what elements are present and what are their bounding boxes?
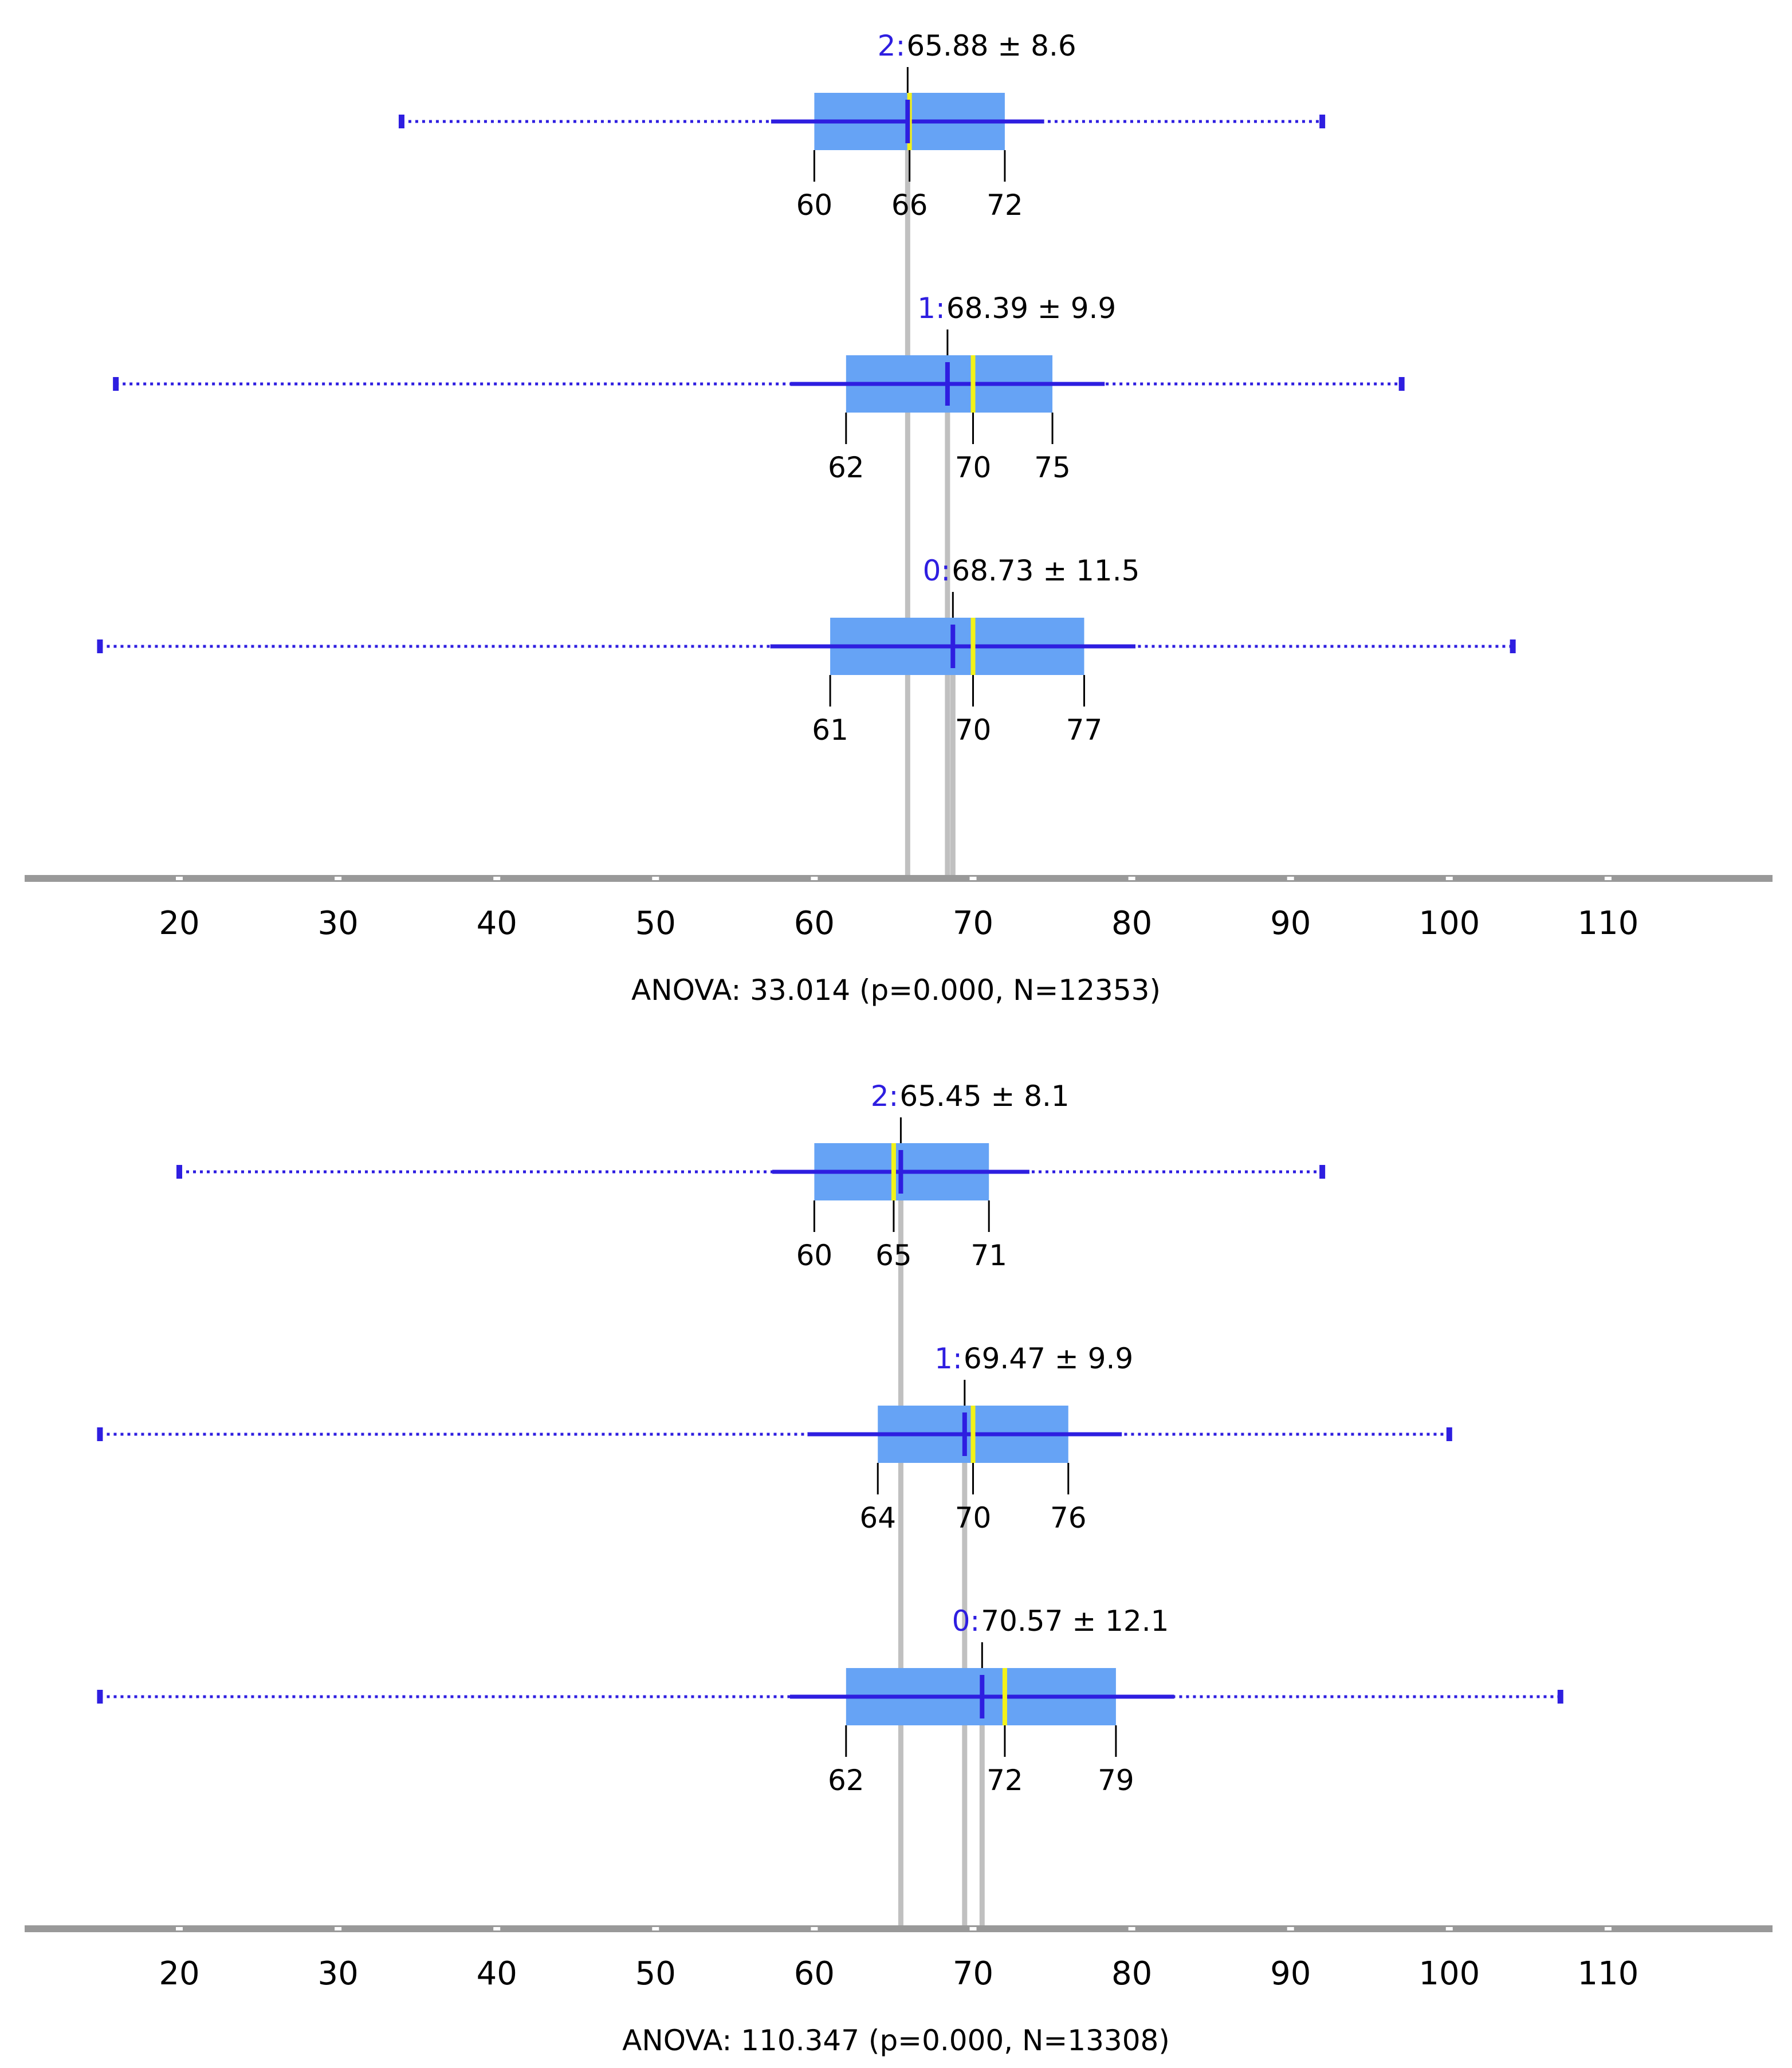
x-axis-notch-p0-30 (335, 877, 342, 880)
x-tick-label-p0-20: 20 (159, 905, 199, 942)
x-tick-label-p0-50: 50 (635, 905, 676, 942)
x-axis-notch-p0-80 (1128, 877, 1135, 880)
x-axis-notch-p1-50 (652, 1927, 659, 1930)
x-axis-p1 (25, 1925, 1773, 1932)
range-cap-max-p1-g0 (1557, 1690, 1563, 1704)
x-axis-notch-p0-20 (176, 877, 183, 880)
x-tick-label-p1-90: 90 (1270, 1955, 1311, 1992)
q1-label-p1-g0: 62 (828, 1764, 864, 1797)
x-tick-label-p1-80: 80 (1111, 1955, 1152, 1992)
median-label-p1-g2: 65 (875, 1239, 912, 1272)
group-summary-label-p0-g0: 68.73 ± 11.5 (952, 554, 1139, 587)
group-id-label-p1-g2: 2: (871, 1080, 899, 1113)
q1-label-p0-g2: 60 (796, 189, 833, 222)
q1-label-p1-g2: 60 (796, 1239, 833, 1272)
x-tick-label-p0-110: 110 (1577, 905, 1638, 942)
group-id-label-p0-g0: 0: (923, 554, 951, 587)
group-summary-label-p1-g2: 65.45 ± 8.1 (899, 1080, 1069, 1113)
x-tick-label-p0-70: 70 (953, 905, 993, 942)
q1-label-p1-g1: 64 (859, 1501, 896, 1535)
median-label-p0-g1: 70 (955, 451, 992, 484)
range-cap-min-p0-g0 (97, 639, 103, 653)
x-axis-notch-p0-100 (1445, 877, 1453, 880)
group-summary-label-p1-g1: 69.47 ± 9.9 (964, 1342, 1133, 1375)
q3-label-p0-g0: 77 (1066, 713, 1103, 747)
group-id-label-p0-g2: 2: (878, 29, 906, 62)
x-tick-label-p1-40: 40 (477, 1955, 517, 1992)
range-cap-min-p1-g1 (97, 1427, 103, 1441)
x-tick-label-p0-80: 80 (1111, 905, 1152, 942)
x-axis-notch-p0-110 (1604, 877, 1612, 880)
x-tick-label-p0-60: 60 (794, 905, 835, 942)
group-id-label-p0-g1: 1: (917, 292, 945, 325)
q1-label-p0-g1: 62 (828, 451, 864, 484)
range-cap-max-p0-g0 (1510, 639, 1516, 653)
range-cap-min-p1-g2 (176, 1165, 182, 1179)
median-label-p1-g0: 72 (987, 1764, 1023, 1797)
x-tick-label-p1-70: 70 (953, 1955, 993, 1992)
x-tick-label-p1-110: 110 (1577, 1955, 1638, 1992)
x-axis-notch-p1-70 (969, 1927, 977, 1930)
x-axis-notch-p1-40 (493, 1927, 501, 1930)
x-axis-notch-p0-90 (1287, 877, 1294, 880)
anova-footer-p0: ANOVA: 33.014 (p=0.000, N=12353) (631, 974, 1161, 1007)
range-cap-min-p0-g2 (398, 115, 404, 128)
x-tick-label-p0-90: 90 (1270, 905, 1311, 942)
x-axis-p0 (25, 875, 1773, 882)
x-tick-label-p1-20: 20 (159, 1955, 199, 1992)
x-axis-notch-p0-60 (811, 877, 818, 880)
group-id-label-p1-g1: 1: (934, 1342, 962, 1375)
median-label-p1-g1: 70 (955, 1501, 992, 1535)
x-axis-notch-p1-90 (1287, 1927, 1294, 1930)
q3-label-p1-g1: 76 (1050, 1501, 1087, 1535)
q3-label-p0-g2: 72 (987, 189, 1023, 222)
median-label-p0-g0: 70 (955, 713, 992, 747)
x-axis-notch-p0-70 (969, 877, 977, 880)
q3-label-p1-g0: 79 (1098, 1764, 1134, 1797)
group-id-label-p1-g0: 0: (952, 1604, 980, 1638)
x-tick-label-p1-30: 30 (317, 1955, 358, 1992)
group-summary-label-p1-g0: 70.57 ± 12.1 (981, 1604, 1169, 1638)
q3-label-p0-g1: 75 (1034, 451, 1071, 484)
x-tick-label-p0-100: 100 (1418, 905, 1480, 942)
x-tick-label-p0-30: 30 (317, 905, 358, 942)
x-tick-label-p1-60: 60 (794, 1955, 835, 1992)
median-label-p0-g2: 66 (891, 189, 928, 222)
x-axis-notch-p1-100 (1445, 1927, 1453, 1930)
x-axis-notch-p1-60 (811, 1927, 818, 1930)
group-summary-label-p0-g1: 68.39 ± 9.9 (946, 292, 1116, 325)
range-cap-max-p0-g1 (1398, 377, 1405, 391)
range-cap-max-p0-g2 (1319, 115, 1326, 128)
x-axis-notch-p1-110 (1604, 1927, 1612, 1930)
x-axis-notch-p0-40 (493, 877, 501, 880)
x-axis-notch-p0-50 (652, 877, 659, 880)
range-cap-min-p1-g0 (97, 1690, 103, 1704)
x-tick-label-p1-50: 50 (635, 1955, 676, 1992)
q1-label-p0-g0: 61 (812, 713, 848, 747)
anova-footer-p1: ANOVA: 110.347 (p=0.000, N=13308) (622, 2024, 1170, 2057)
x-tick-label-p0-40: 40 (477, 905, 517, 942)
q3-label-p1-g2: 71 (970, 1239, 1007, 1272)
x-axis-notch-p1-30 (335, 1927, 342, 1930)
x-tick-label-p1-100: 100 (1418, 1955, 1480, 1992)
x-axis-notch-p1-80 (1128, 1927, 1135, 1930)
range-cap-max-p1-g2 (1319, 1165, 1326, 1179)
x-axis-notch-p1-20 (176, 1927, 183, 1930)
range-cap-max-p1-g1 (1446, 1427, 1452, 1441)
range-cap-min-p0-g1 (113, 377, 119, 391)
group-summary-label-p0-g2: 65.88 ± 8.6 (906, 29, 1076, 62)
